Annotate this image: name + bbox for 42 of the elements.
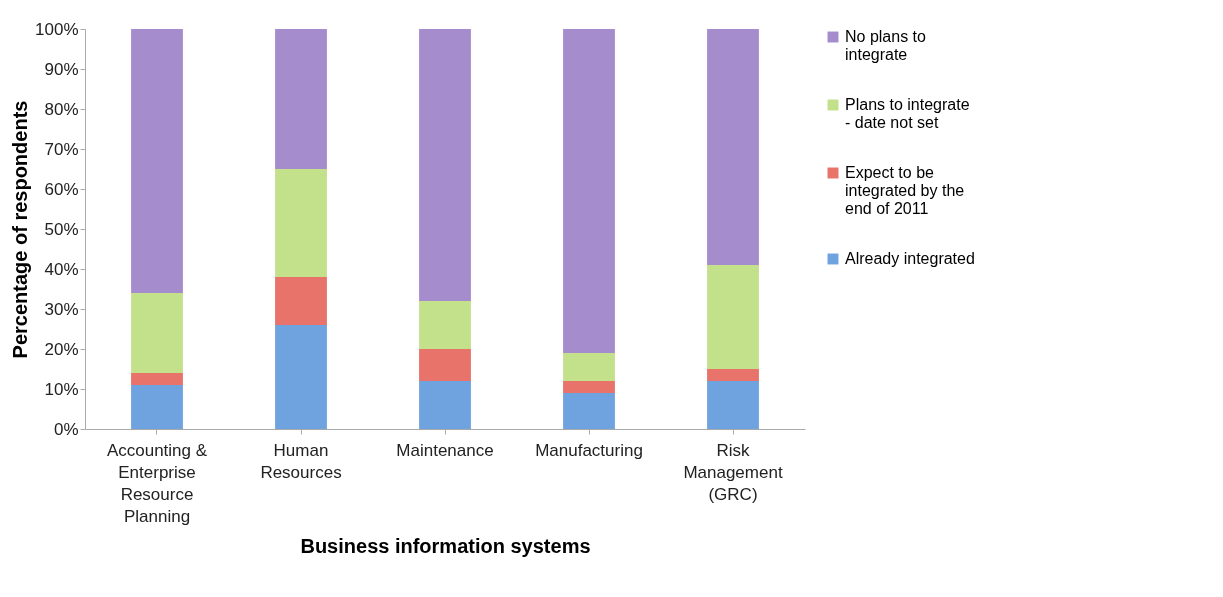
x-tick-label: Human Resources [260, 440, 342, 482]
bar [275, 277, 327, 325]
y-tick-label: 100% [35, 19, 79, 39]
y-tick-label: 80% [44, 99, 79, 119]
y-tick-label: 20% [44, 339, 79, 359]
x-tick-label: Accounting & Enterprise Resource Planning [106, 440, 208, 526]
bar [419, 381, 471, 429]
y-axis-title: Percentage of respondents [9, 100, 32, 359]
y-tick-label: 0% [53, 419, 79, 439]
bar [563, 353, 615, 381]
y-tick-label: 60% [44, 179, 79, 199]
bar [563, 381, 615, 393]
legend-label: Plans to integrate - date not set [845, 96, 970, 131]
bar [131, 29, 183, 293]
bar [419, 29, 471, 301]
bar [707, 29, 759, 265]
x-tick-label: Manufacturing [535, 440, 643, 460]
x-tick-label: Risk Management (GRC) [683, 440, 783, 504]
bar [131, 293, 183, 373]
bar [563, 393, 615, 429]
bar [275, 325, 327, 429]
legend-label: Expect to be integrated by the end of 2011 [845, 164, 965, 217]
y-tick-label: 30% [44, 299, 79, 319]
x-axis-title: Business information systems [300, 534, 591, 557]
bar [563, 29, 615, 353]
bar [131, 373, 183, 385]
bar [707, 265, 759, 369]
legend-label: No plans to integrate [845, 28, 927, 63]
x-tick-label: Maintenance [396, 440, 494, 460]
bar [707, 369, 759, 381]
y-tick-label: 70% [44, 139, 79, 159]
y-tick-label: 50% [44, 219, 79, 239]
bar [275, 29, 327, 169]
bar [131, 385, 183, 429]
y-tick-label: 10% [44, 379, 79, 399]
legend-label: Already integrated [845, 250, 975, 267]
bar [419, 301, 471, 349]
bar [707, 381, 759, 429]
bar [419, 349, 471, 381]
y-tick-label: 90% [44, 59, 79, 79]
y-tick-label: 40% [44, 259, 79, 279]
bar [275, 169, 327, 277]
